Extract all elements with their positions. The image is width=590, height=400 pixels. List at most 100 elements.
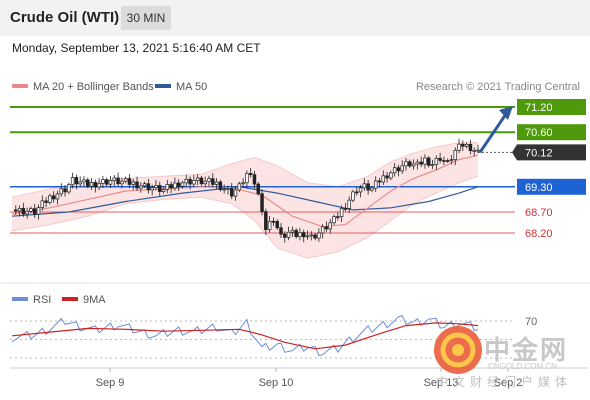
candle-body xyxy=(339,208,344,218)
pivot-badge xyxy=(517,178,586,195)
rsi-tick-label: 70 xyxy=(525,316,537,328)
candle-body xyxy=(169,184,173,189)
rsi-legend-label: RSI xyxy=(33,294,51,306)
candle-body xyxy=(218,181,223,190)
candle-body xyxy=(411,163,416,167)
candle-body xyxy=(180,182,185,187)
rsi-line xyxy=(11,314,479,357)
candle-body xyxy=(328,222,332,230)
candle-body xyxy=(434,157,439,165)
candle-body xyxy=(408,161,412,167)
timeframe-badge[interactable]: 30 MIN xyxy=(121,6,171,30)
last-price-badge xyxy=(512,144,586,161)
candle-body xyxy=(248,173,253,175)
resistance-badge-70.60 xyxy=(517,124,586,141)
ma20-legend-swatch xyxy=(12,84,28,88)
candle-body xyxy=(70,177,75,186)
bollinger-lower xyxy=(11,175,479,259)
ma50-legend-swatch xyxy=(155,84,171,88)
ma50-line xyxy=(11,186,479,217)
ma50-legend-label: MA 50 xyxy=(176,81,207,93)
candle-body xyxy=(51,195,56,200)
candle-body xyxy=(370,187,374,191)
candle-body xyxy=(301,232,306,238)
candle-body xyxy=(347,199,351,209)
candle-body xyxy=(233,189,238,197)
candle-body xyxy=(63,188,67,193)
candle-body xyxy=(476,149,480,152)
candle-body xyxy=(86,179,90,187)
candle-body xyxy=(214,181,219,185)
candle-body xyxy=(396,167,401,172)
candle-body xyxy=(40,200,45,208)
candle-body xyxy=(161,189,166,192)
candle-body xyxy=(207,178,211,182)
candle-body xyxy=(275,220,279,229)
candle-body xyxy=(358,187,363,193)
resistance-label-71.20: 71.20 xyxy=(525,102,553,114)
candle-body xyxy=(313,234,317,239)
candle-body xyxy=(36,207,41,215)
candle-body xyxy=(245,173,249,184)
candle-body xyxy=(373,180,378,189)
candle-body xyxy=(453,149,458,161)
candle-body xyxy=(195,177,200,181)
candle-body xyxy=(464,143,469,147)
candle-body xyxy=(199,177,204,185)
rsi-legend-swatch xyxy=(12,297,28,301)
candle-body xyxy=(309,234,314,237)
candle-body xyxy=(445,160,450,162)
candle-body xyxy=(173,182,177,189)
candle-body xyxy=(320,226,325,234)
candle-body xyxy=(112,177,117,181)
candle-body xyxy=(271,220,276,223)
candle-body xyxy=(298,232,302,237)
candle-body xyxy=(351,191,355,201)
candle-body xyxy=(332,216,336,224)
candle-body xyxy=(252,174,257,185)
candle-body xyxy=(256,183,261,195)
candle-body xyxy=(192,180,196,185)
ma20-line xyxy=(11,154,479,228)
candle-body xyxy=(362,183,367,189)
watermark-url: CNGOLD.COM.CN xyxy=(488,362,557,371)
candle-body xyxy=(14,209,18,212)
candle-body xyxy=(222,188,226,191)
candle-body xyxy=(135,181,139,189)
candle-body xyxy=(48,195,52,203)
candle-body xyxy=(385,175,389,179)
instrument-title: Crude Oil (WTI) xyxy=(10,9,120,26)
candle-body xyxy=(82,179,86,183)
candle-body xyxy=(29,208,33,212)
candle-body xyxy=(472,150,476,152)
candle-body xyxy=(116,177,120,185)
x-axis-label: Sep 2 xyxy=(494,377,523,389)
credit-label: Research © 2021 Trading Central xyxy=(416,81,580,93)
candle-body xyxy=(286,231,291,238)
candle-body xyxy=(294,229,298,237)
candle-body xyxy=(260,193,264,212)
candle-body xyxy=(184,178,189,184)
candle-body xyxy=(101,179,105,184)
candle-body xyxy=(419,161,423,165)
candle-body xyxy=(468,143,473,152)
candle-body xyxy=(343,208,348,210)
candle-body xyxy=(211,178,215,185)
pivot-label: 69.30 xyxy=(525,182,553,194)
candle-body xyxy=(457,143,461,151)
candle-body xyxy=(389,172,393,179)
candle-body xyxy=(442,160,446,162)
candle-body xyxy=(400,165,404,172)
candle-body xyxy=(426,157,431,166)
forecast-arrow-head xyxy=(499,106,513,120)
candle-body xyxy=(226,188,230,190)
candle-body xyxy=(108,180,113,185)
candle-body xyxy=(59,188,64,195)
candle-body xyxy=(229,188,234,197)
candle-body xyxy=(150,187,154,191)
candle-body xyxy=(158,185,162,192)
candle-body xyxy=(203,180,207,185)
candle-body xyxy=(146,183,151,191)
x-axis-label: Sep 13 xyxy=(424,377,459,389)
